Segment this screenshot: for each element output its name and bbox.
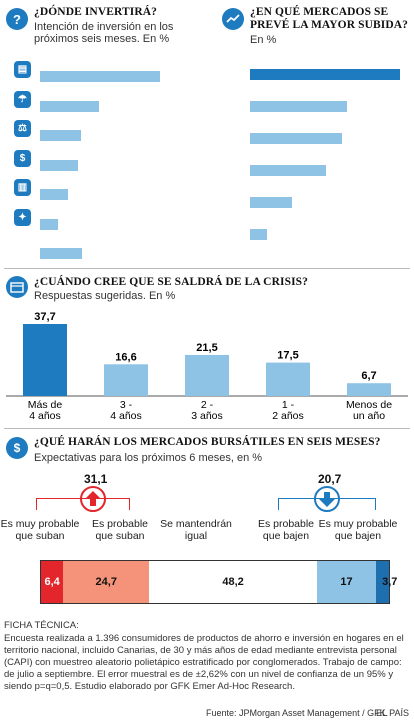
down-total: 20,7 xyxy=(318,472,342,486)
divider xyxy=(4,268,410,269)
up-total: 31,1 xyxy=(84,472,108,486)
money-icon: $ xyxy=(6,437,28,459)
question-icon: ? xyxy=(6,8,28,30)
segment-label: Es muy probable que bajen xyxy=(318,518,398,542)
divider xyxy=(4,428,410,429)
chart-up-icon xyxy=(222,8,244,30)
category-label: 2 años xyxy=(272,410,304,422)
bar-segment: 17 xyxy=(316,561,377,603)
bar-segment: 48,2 xyxy=(149,561,317,603)
category-label: 3 años xyxy=(191,410,223,422)
stacked-bar: 6,4 24,7 48,2 17 3,7 xyxy=(40,560,397,604)
sec2-subtitle: En % xyxy=(250,34,277,46)
bar-segment: 24,7 xyxy=(63,561,150,603)
bar xyxy=(104,364,148,396)
pension-icon: ☂ xyxy=(14,90,31,108)
category-label: 3 - xyxy=(120,399,133,411)
bar xyxy=(250,69,400,80)
segment-label: Es muy probable que suban xyxy=(0,518,80,542)
bar xyxy=(266,362,310,396)
bar xyxy=(40,130,82,141)
sec4-subtitle: Expectativas para los próximos 6 meses, … xyxy=(34,452,263,464)
bar-segment: 3,7 xyxy=(376,561,397,603)
up-bracket xyxy=(36,498,130,510)
calendar-icon xyxy=(6,276,28,298)
bar xyxy=(250,229,267,240)
sec3-subtitle: Respuestas sugeridas. En % xyxy=(34,290,176,302)
sec2-title: ¿EN QUÉ MERCADOS SE PREVÉ LA MAYOR SUBID… xyxy=(250,6,409,31)
bar xyxy=(40,218,58,230)
building-icon: ▥ xyxy=(14,179,31,196)
bar xyxy=(40,100,99,112)
segment-label: Es probable que bajen xyxy=(257,518,315,542)
markets-expectation-chart: Es muy probable que suban Es probable que s… xyxy=(0,510,414,610)
brand: EL PAÍS xyxy=(376,708,410,718)
markets-chart xyxy=(220,0,414,260)
category-label: Menos de xyxy=(346,399,392,411)
where-invest-chart: ▤ ☂ ⚖ $ ▥ ✦ xyxy=(0,0,210,260)
sec1-title: ¿DÓNDE INVERTIRÁ? xyxy=(34,6,158,18)
bar-segment: 6,4 xyxy=(41,561,64,603)
passbook-icon: ▤ xyxy=(14,61,31,78)
sec4-title: ¿QUÉ HARÁN LOS MERCADOS BURSÁTILES EN SE… xyxy=(34,436,381,448)
bar xyxy=(250,165,326,176)
sec3-title: ¿CUÁNDO CREE QUE SE SALDRÁ DE LA CRISIS? xyxy=(34,276,308,288)
arrow-down-icon xyxy=(314,486,340,517)
sec1-subtitle: Intención de inversión en los próximos s… xyxy=(34,21,174,45)
funds-icon: ⚖ xyxy=(14,120,31,137)
bar xyxy=(40,159,78,171)
segment-label: Se mantendrán igual xyxy=(160,518,232,542)
category-label: 1 - xyxy=(282,399,295,411)
stock-icon: $ xyxy=(14,149,31,167)
category-label: un año xyxy=(353,410,385,422)
bar-value: 21,5 xyxy=(196,342,217,354)
bar xyxy=(40,189,69,200)
bar xyxy=(250,133,343,144)
bar xyxy=(250,197,293,208)
bar xyxy=(23,324,67,396)
category-label: 4 años xyxy=(29,410,61,422)
bar xyxy=(347,383,391,396)
category-label: 2 - xyxy=(201,399,214,411)
bar xyxy=(185,354,229,396)
down-bracket xyxy=(278,498,376,510)
source: Fuente: JPMorgan Asset Management / GFK. xyxy=(206,708,389,718)
bar xyxy=(250,101,347,112)
bar-value: 37,7 xyxy=(34,311,55,323)
bar-value: 16,6 xyxy=(115,351,136,363)
footer-body: Encuesta realizada a 1.396 consumidores … xyxy=(4,633,404,692)
fixed-income-icon: ✦ xyxy=(14,208,31,226)
bar-value: 17,5 xyxy=(277,350,298,362)
category-label: Más de xyxy=(28,399,63,411)
bar xyxy=(40,71,160,82)
footer-heading: FICHA TÉCNICA: xyxy=(4,620,79,631)
segment-label: Es probable que suban xyxy=(91,518,149,542)
bar-value: 6,7 xyxy=(361,370,376,382)
category-label: 4 años xyxy=(110,410,142,422)
bar xyxy=(40,248,82,259)
